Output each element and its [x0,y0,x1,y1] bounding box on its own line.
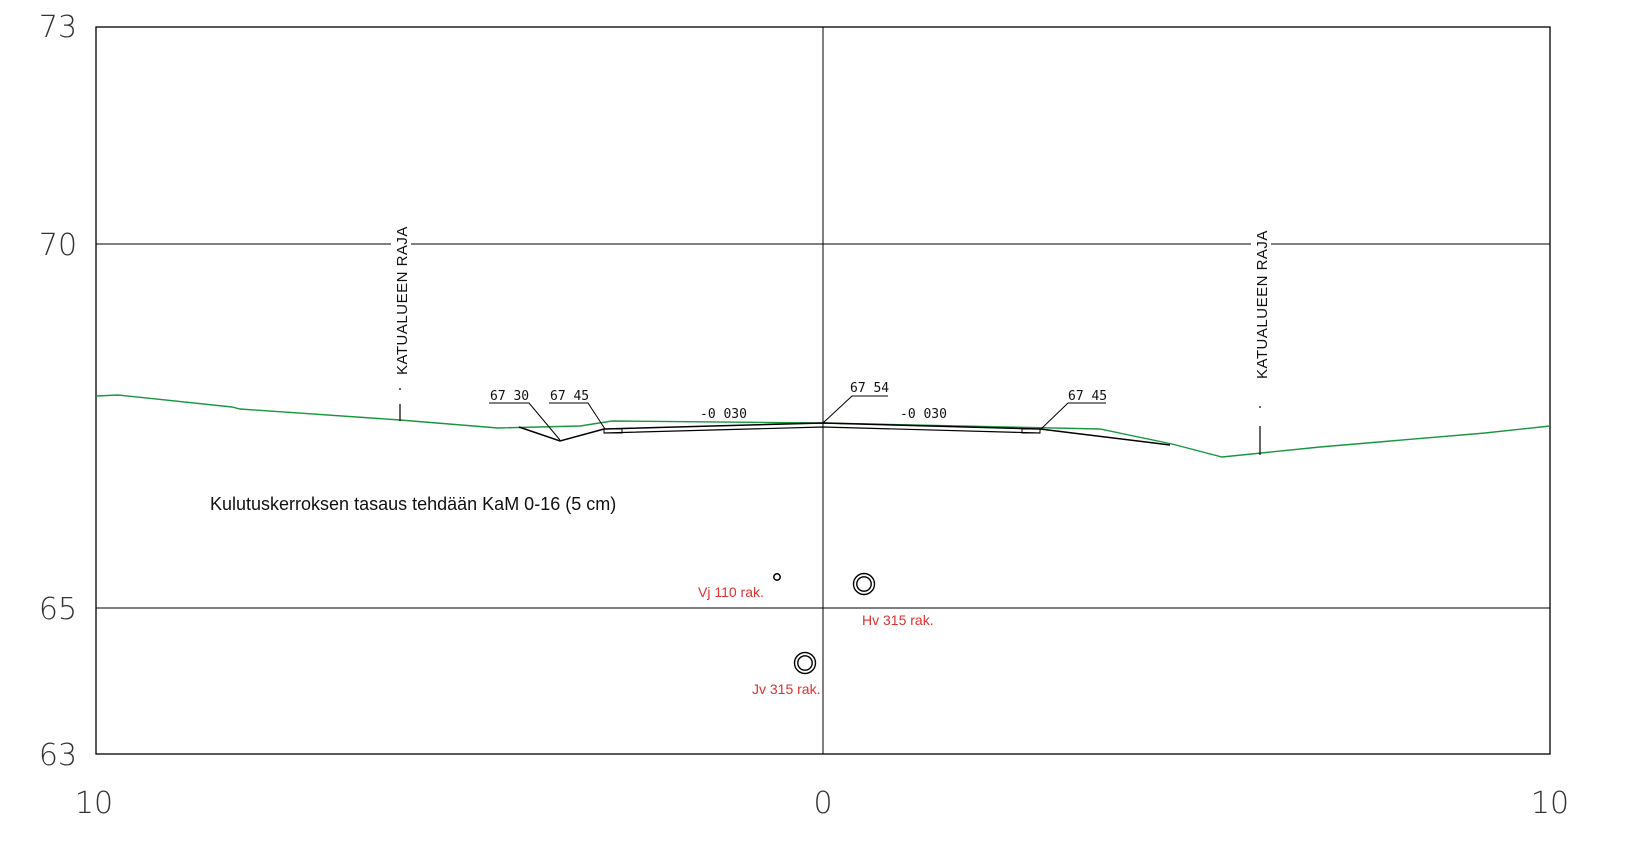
elevation-leader-3 [822,395,888,424]
boundary-left-label: KATUALUEEN RAJA [394,226,411,375]
curb-right [1021,428,1041,434]
boundary-right-label: KATUALUEEN RAJA [1254,230,1271,379]
pipe-vj-label: Vj 110 rak. [698,584,764,600]
elevation-label-4: 67 45 [1068,389,1107,404]
slope-label-right: -0 030 [900,407,947,422]
x-tick-left-10: 10 [75,786,113,821]
design-surface-lower-line [603,426,1041,434]
elevation-label-1: 67 30 [490,389,529,404]
elevation-label-3: 67 54 [850,381,889,396]
existing-ground-line [95,394,1551,458]
pipe-jv-label: Jv 315 rak. [752,681,820,697]
y-tick-70: 70 [39,228,77,263]
pipe-hv-label: Hv 315 rak. [862,612,934,628]
boundary-left-label-bg [391,182,411,377]
pipe-hv-icon [852,572,876,596]
design-surface-line [518,422,1171,446]
pipe-vj-icon [773,573,781,581]
pipe-jv-inner-icon [797,655,813,671]
y-tick-65: 65 [39,592,77,627]
elevation-label-2: 67 45 [550,389,589,404]
x-tick-right-10: 10 [1531,786,1569,821]
elevation-leader-2 [549,402,606,430]
elevation-leader-1 [489,402,561,441]
x-tick-0: 0 [813,786,832,821]
boundary-right-label-bg [1251,186,1271,382]
pipe-jv-icon [793,651,817,675]
slope-label-left: -0 030 [700,407,747,422]
y-tick-63: 63 [39,738,77,773]
surface-note: Kulutuskerroksen tasaus tehdään KaM 0-16… [210,494,616,514]
curb-left [603,428,623,434]
pipe-hv-inner-icon [856,576,872,592]
y-tick-73: 73 [39,10,77,45]
elevation-leader-4 [1039,402,1106,431]
